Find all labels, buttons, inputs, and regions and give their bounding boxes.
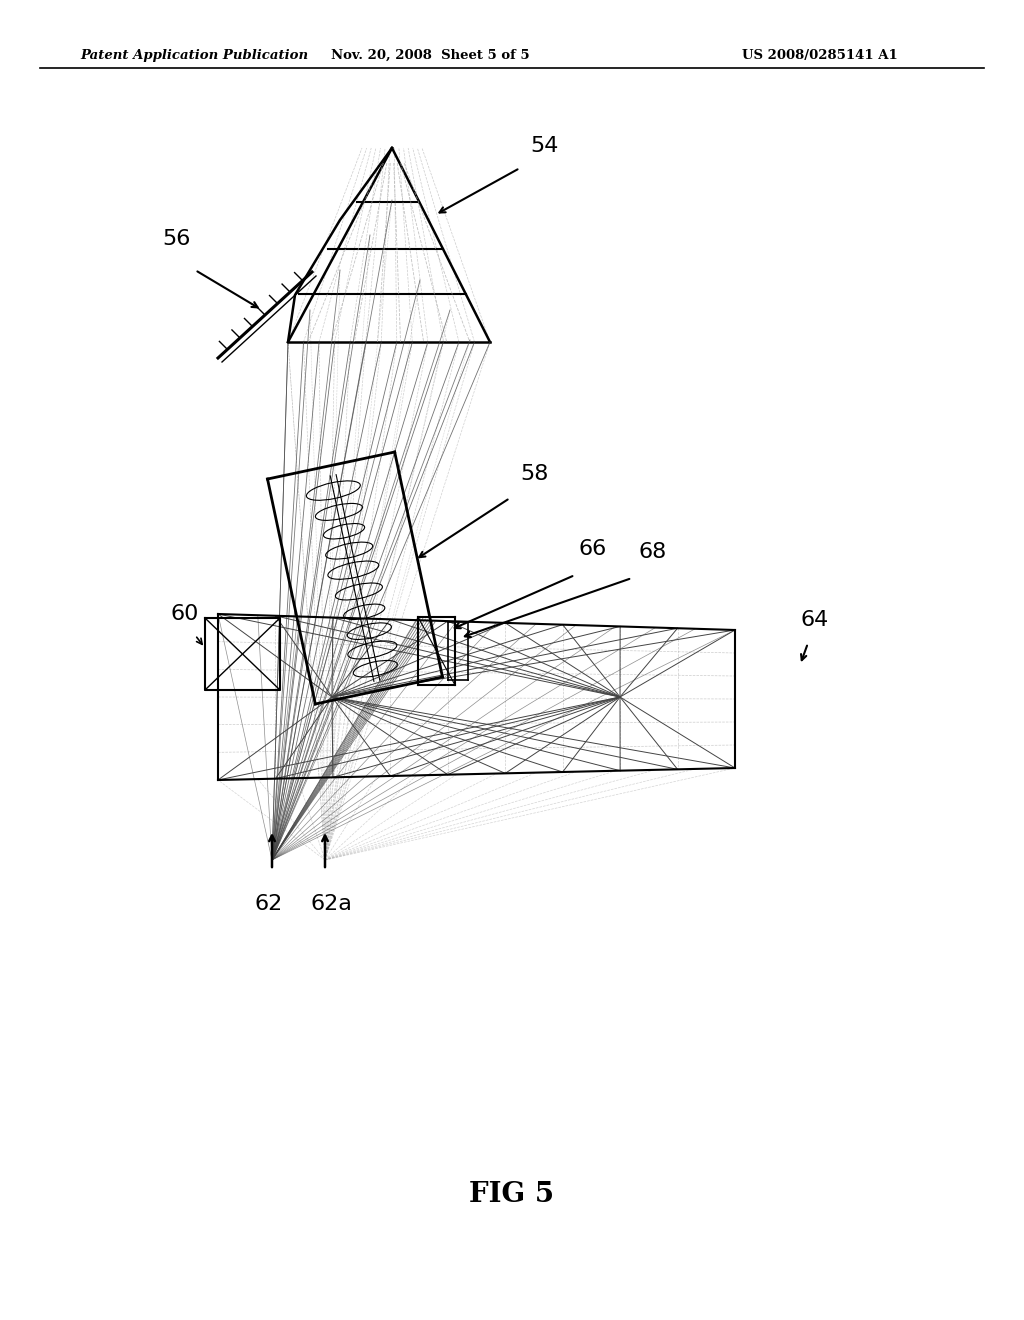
Text: US 2008/0285141 A1: US 2008/0285141 A1 — [742, 49, 898, 62]
Text: 58: 58 — [520, 465, 549, 484]
Text: 68: 68 — [638, 543, 667, 562]
Text: 60: 60 — [170, 605, 199, 624]
Text: Patent Application Publication: Patent Application Publication — [80, 49, 308, 62]
Text: Nov. 20, 2008  Sheet 5 of 5: Nov. 20, 2008 Sheet 5 of 5 — [331, 49, 529, 62]
Text: 56: 56 — [162, 228, 190, 249]
Text: 62a: 62a — [310, 894, 352, 913]
Text: 62: 62 — [255, 894, 284, 913]
Text: 64: 64 — [800, 610, 828, 630]
Text: FIG 5: FIG 5 — [469, 1181, 555, 1209]
Text: 66: 66 — [578, 539, 606, 558]
Text: 54: 54 — [530, 136, 558, 156]
